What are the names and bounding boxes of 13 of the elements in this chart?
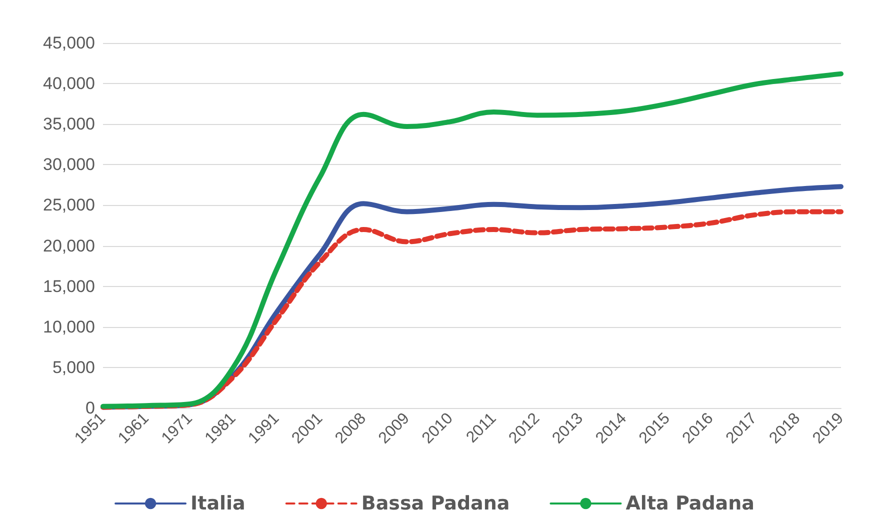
- y-tick-label: 35,000: [43, 114, 95, 134]
- y-tick-label: 45,000: [43, 34, 95, 52]
- legend-label: Bassa Padana: [361, 492, 510, 514]
- y-tick-label: 20,000: [43, 236, 95, 256]
- y-tick-label: 0: [86, 398, 95, 418]
- y-tick-label: 10,000: [43, 317, 95, 336]
- y-tick-label: 25,000: [43, 196, 95, 215]
- y-tick-label: 30,000: [43, 155, 95, 174]
- legend-label: Italia: [190, 492, 246, 514]
- y-tick-label: 5,000: [52, 358, 95, 377]
- legend-label: Alta Padana: [626, 492, 754, 514]
- y-tick-label: 40,000: [43, 74, 95, 94]
- y-tick-label: 15,000: [43, 276, 95, 296]
